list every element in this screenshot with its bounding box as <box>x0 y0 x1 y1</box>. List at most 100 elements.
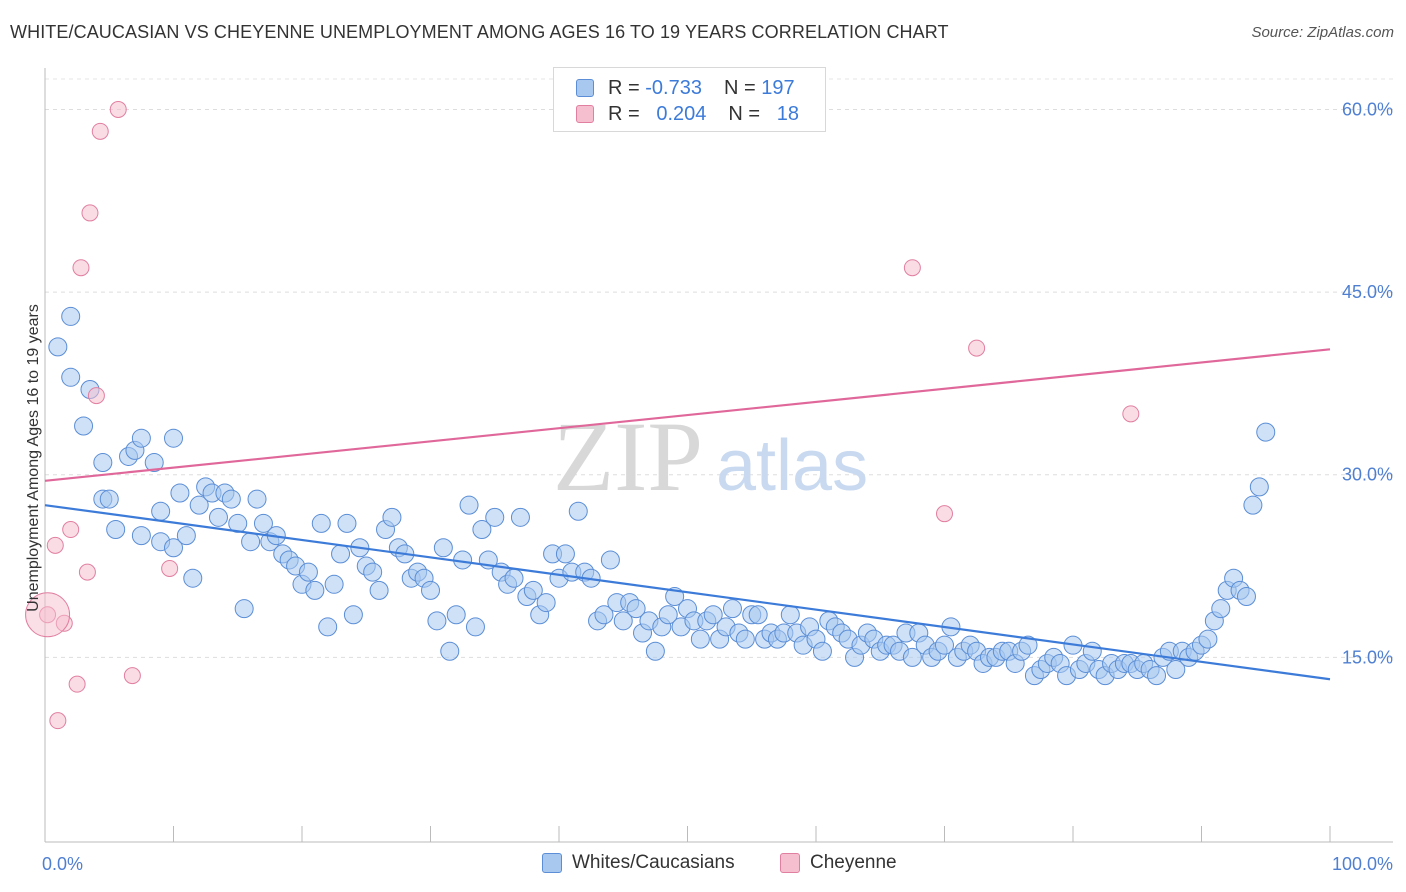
point-whites <box>645 641 665 661</box>
point-whites <box>106 520 126 540</box>
point-cheyenne <box>968 339 986 357</box>
point-whites <box>311 513 331 533</box>
legend-r-value: 0.204 <box>656 102 707 125</box>
point-whites <box>433 538 453 558</box>
point-whites <box>555 544 575 564</box>
point-whites <box>228 513 248 533</box>
point-whites <box>241 532 261 552</box>
point-whites <box>131 526 151 546</box>
tick-labels: 15.0% 30.0% 45.0% 60.0% 0.0% 100.0% <box>42 99 1393 874</box>
point-whites <box>1082 641 1102 661</box>
point-cheyenne <box>49 712 67 730</box>
legend-n-label: N = <box>728 102 761 125</box>
point-whites <box>234 599 254 619</box>
point-whites <box>748 605 768 625</box>
point-whites <box>658 605 678 625</box>
point-cheyenne-large <box>25 592 71 638</box>
legend-r-label: R = <box>608 102 640 125</box>
point-whites <box>568 501 588 521</box>
point-whites <box>247 489 267 509</box>
point-whites <box>331 544 351 564</box>
point-whites <box>722 599 742 619</box>
y-tick-label: 15.0% <box>1342 647 1393 667</box>
point-whites <box>613 611 633 631</box>
point-whites <box>61 367 81 387</box>
axes <box>44 68 1393 843</box>
legend-n-value: 18 <box>776 102 800 125</box>
point-whites <box>902 647 922 667</box>
stats-legend: R = -0.733 N = 197 R = 0.204 N = 18 <box>553 67 826 132</box>
trend-line-whites <box>44 504 1331 681</box>
point-whites <box>48 337 68 357</box>
point-whites <box>1256 422 1276 442</box>
y-tick-label: 30.0% <box>1342 465 1393 485</box>
legend-swatch-whites <box>576 79 594 97</box>
series-cheyenne-points <box>25 100 1140 730</box>
point-whites <box>1166 660 1186 680</box>
point-whites <box>144 453 164 473</box>
point-whites <box>74 416 94 436</box>
point-whites <box>1198 629 1218 649</box>
point-whites <box>298 562 318 582</box>
point-whites <box>1236 586 1256 606</box>
point-whites <box>523 580 543 600</box>
y-axis-label: Unemployment Among Ages 16 to 19 years <box>25 304 42 612</box>
point-whites <box>324 574 344 594</box>
point-whites <box>735 629 755 649</box>
point-whites <box>164 428 183 448</box>
point-whites <box>1018 635 1038 655</box>
point-whites <box>164 538 183 558</box>
x-tick-label: 100.0% <box>1332 854 1393 874</box>
bottom-legend-whites: Whites/Caucasians <box>542 852 735 874</box>
watermark-atlas: atlas <box>716 426 868 506</box>
point-whites <box>626 599 646 619</box>
point-whites <box>253 513 273 533</box>
point-whites <box>465 617 485 637</box>
watermark: ZIP atlas <box>553 401 868 512</box>
point-whites <box>780 605 800 625</box>
chart-title: WHITE/CAUCASIAN VS CHEYENNE UNEMPLOYMENT… <box>10 22 949 42</box>
point-whites <box>305 580 325 600</box>
trend-lines <box>44 348 1331 681</box>
bottom-legend-label-cheyenne: Cheyenne <box>810 852 897 873</box>
point-whites <box>812 641 832 661</box>
point-whites <box>131 428 151 448</box>
point-whites <box>472 520 492 540</box>
point-whites <box>504 568 524 588</box>
point-whites <box>99 489 119 509</box>
point-cheyenne <box>936 505 953 523</box>
point-whites <box>1243 495 1263 515</box>
point-whites <box>343 605 363 625</box>
point-whites <box>176 526 196 546</box>
point-cheyenne <box>87 387 105 405</box>
point-cheyenne <box>46 536 64 554</box>
source-label: Source: ZipAtlas.com <box>1251 24 1394 41</box>
point-whites <box>510 507 530 527</box>
point-whites <box>440 641 460 661</box>
y-tick-label: 60.0% <box>1342 99 1393 119</box>
point-whites <box>369 580 389 600</box>
point-cheyenne <box>123 667 141 685</box>
point-whites <box>221 489 241 509</box>
point-cheyenne <box>78 563 96 581</box>
legend-n-label: N = <box>723 76 756 99</box>
point-whites <box>536 593 556 613</box>
point-cheyenne <box>62 521 80 539</box>
point-cheyenne <box>72 259 90 277</box>
point-whites <box>1211 599 1231 619</box>
point-whites <box>446 605 466 625</box>
point-cheyenne <box>161 559 179 577</box>
point-whites <box>459 495 479 515</box>
point-whites <box>1147 666 1167 686</box>
legend-n-value: 197 <box>761 76 795 99</box>
bottom-legend-label-whites: Whites/Caucasians <box>572 852 735 873</box>
point-whites <box>382 507 402 527</box>
point-cheyenne <box>68 675 86 693</box>
series-whites-points <box>48 306 1276 686</box>
point-whites <box>703 605 723 625</box>
legend-r-label: R = <box>608 76 640 99</box>
y-tick-label: 45.0% <box>1342 282 1393 302</box>
bottom-legend-swatch-cheyenne <box>780 853 800 873</box>
point-cheyenne <box>81 204 99 222</box>
